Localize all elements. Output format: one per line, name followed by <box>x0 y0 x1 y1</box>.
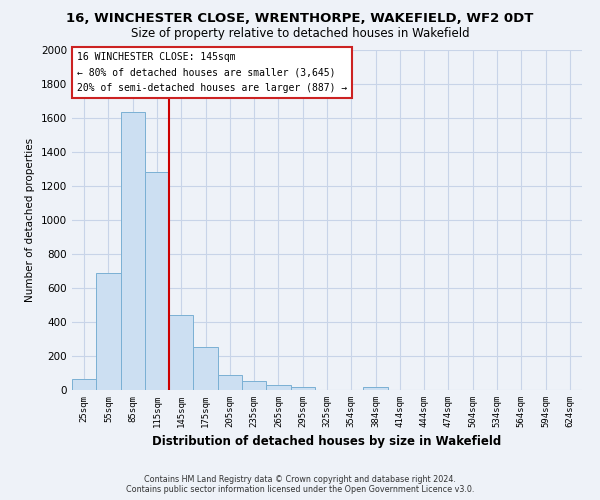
Bar <box>145 172 169 390</box>
Bar <box>290 386 315 390</box>
Bar <box>242 380 266 390</box>
X-axis label: Distribution of detached houses by size in Wakefield: Distribution of detached houses by size … <box>152 436 502 448</box>
Bar <box>193 346 218 390</box>
Text: 16 WINCHESTER CLOSE: 145sqm
← 80% of detached houses are smaller (3,645)
20% of : 16 WINCHESTER CLOSE: 145sqm ← 80% of det… <box>77 52 347 93</box>
Text: Contains HM Land Registry data © Crown copyright and database right 2024.
Contai: Contains HM Land Registry data © Crown c… <box>126 474 474 494</box>
Bar <box>218 374 242 390</box>
Text: 16, WINCHESTER CLOSE, WRENTHORPE, WAKEFIELD, WF2 0DT: 16, WINCHESTER CLOSE, WRENTHORPE, WAKEFI… <box>67 12 533 26</box>
Text: Size of property relative to detached houses in Wakefield: Size of property relative to detached ho… <box>131 28 469 40</box>
Bar <box>266 385 290 390</box>
Bar <box>364 388 388 390</box>
Bar <box>72 379 96 390</box>
Y-axis label: Number of detached properties: Number of detached properties <box>25 138 35 302</box>
Bar <box>121 112 145 390</box>
Bar <box>169 315 193 390</box>
Bar <box>96 272 121 390</box>
